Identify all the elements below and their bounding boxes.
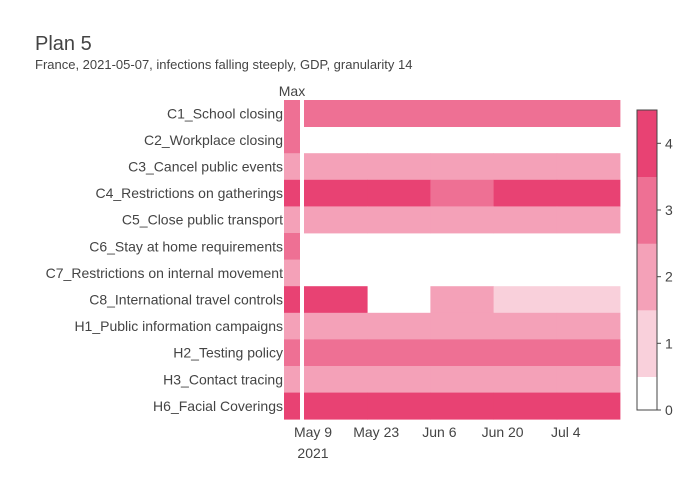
heatmap-cell	[556, 392, 621, 420]
heatmap-cell	[556, 206, 621, 234]
heatmap-cell	[304, 286, 368, 314]
heatmap-cell	[556, 179, 621, 207]
colorbar-tick-label: 1	[665, 335, 673, 351]
row-label: C3_Cancel public events	[128, 159, 283, 175]
x-tick-sublabel: 2021	[297, 445, 328, 461]
heatmap-cell	[367, 206, 431, 234]
colorbar-tick-label: 4	[665, 135, 673, 151]
max-cell	[284, 179, 300, 207]
heatmap-cell	[493, 392, 558, 420]
heatmap-cell	[430, 100, 494, 127]
heatmap-cell	[556, 339, 621, 367]
heatmap-cell	[430, 366, 494, 393]
heatmap-cell	[493, 100, 558, 127]
heatmap-cell	[367, 339, 431, 367]
heatmap-cell	[430, 286, 494, 314]
x-tick-label: Jun 6	[422, 424, 456, 440]
row-label: C1_School closing	[167, 105, 283, 121]
max-cell	[284, 206, 300, 234]
max-column-label: Max	[279, 83, 305, 99]
heatmap-cell	[304, 179, 368, 207]
row-label: H6_Facial Coverings	[153, 398, 283, 414]
row-labels: C1_School closing C2_Workplace closing C3_…	[46, 105, 283, 414]
heatmap-cell	[304, 366, 368, 393]
max-cell	[284, 259, 300, 287]
heatmap-cell	[556, 100, 621, 127]
heatmap-cell	[430, 392, 494, 420]
max-cell	[284, 366, 300, 393]
heatmap-cell	[493, 206, 558, 234]
heatmap-cell	[430, 153, 494, 181]
heatmap-cell	[493, 339, 558, 367]
heatmap-cell	[367, 366, 431, 393]
colorbar-tick-label: 3	[665, 202, 673, 218]
heatmap-cell	[367, 153, 431, 181]
row-label: C5_Close public transport	[122, 212, 283, 228]
x-tick-label: Jul 4	[551, 424, 581, 440]
max-cell	[284, 100, 300, 127]
colorbar-segment	[637, 310, 657, 377]
row-label: C7_Restrictions on internal movement	[46, 265, 283, 281]
chart-subtitle: France, 2021-05-07, infections falling s…	[35, 57, 412, 72]
row-label: C2_Workplace closing	[144, 132, 283, 148]
row-label: C6_Stay at home requirements	[89, 238, 283, 254]
heatmap-cell	[493, 366, 558, 393]
colorbar-segment	[637, 176, 657, 244]
max-column	[284, 100, 300, 420]
x-axis-ticks: May 9 2021 May 23 Jun 6 Jun 20 Jul 4	[294, 424, 581, 461]
heatmap-cell	[493, 286, 558, 314]
heatmap-cell	[304, 100, 368, 127]
heatmap-cell	[304, 339, 368, 367]
colorbar: 0 1 2 3 4	[636, 109, 673, 418]
max-cell	[284, 126, 300, 154]
heatmap-cell	[556, 153, 621, 181]
x-tick-label: Jun 20	[482, 424, 524, 440]
heatmap-cell	[304, 392, 368, 420]
heatmap-cell	[367, 100, 431, 127]
x-tick-label: May 23	[353, 424, 399, 440]
row-label: H3_Contact tracing	[163, 371, 283, 387]
row-label: H1_Public information campaigns	[74, 318, 283, 334]
heatmap-cell	[493, 312, 558, 340]
heatmap-cell	[367, 392, 431, 420]
heatmap-cell	[430, 339, 494, 367]
row-label: H2_Testing policy	[173, 345, 283, 361]
colorbar-tick-label: 2	[665, 269, 673, 285]
heatmap-cell	[493, 179, 558, 207]
colorbar-segment	[637, 110, 657, 177]
heatmap-cell	[556, 366, 621, 393]
heatmap-cell	[304, 312, 368, 340]
chart-title: Plan 5	[35, 33, 92, 55]
x-tick-label: May 9	[294, 424, 332, 440]
colorbar-tick-label: 0	[665, 402, 673, 418]
heatmap-cell	[430, 312, 494, 340]
colorbar-segment	[637, 376, 657, 411]
heatmap-cell	[556, 312, 621, 340]
colorbar-outline	[636, 109, 658, 411]
heatmap-cell	[556, 286, 621, 314]
max-cell	[284, 286, 300, 314]
heatmap-cell	[304, 153, 368, 181]
max-cell	[284, 312, 300, 340]
heatmap-cell	[430, 206, 494, 234]
row-label: C4_Restrictions on gatherings	[95, 185, 283, 201]
row-label: C8_International travel controls	[89, 292, 283, 308]
heatmap-cell	[367, 179, 431, 207]
heatmap-cell	[304, 206, 368, 234]
max-cell	[284, 233, 300, 260]
heatmap-cells	[304, 100, 621, 420]
max-cell	[284, 392, 300, 420]
heatmap-cell	[493, 153, 558, 181]
max-cell	[284, 339, 300, 367]
heatmap-cell	[367, 312, 431, 340]
heatmap-cell	[430, 179, 494, 207]
colorbar-segment	[637, 243, 657, 311]
max-cell	[284, 153, 300, 181]
